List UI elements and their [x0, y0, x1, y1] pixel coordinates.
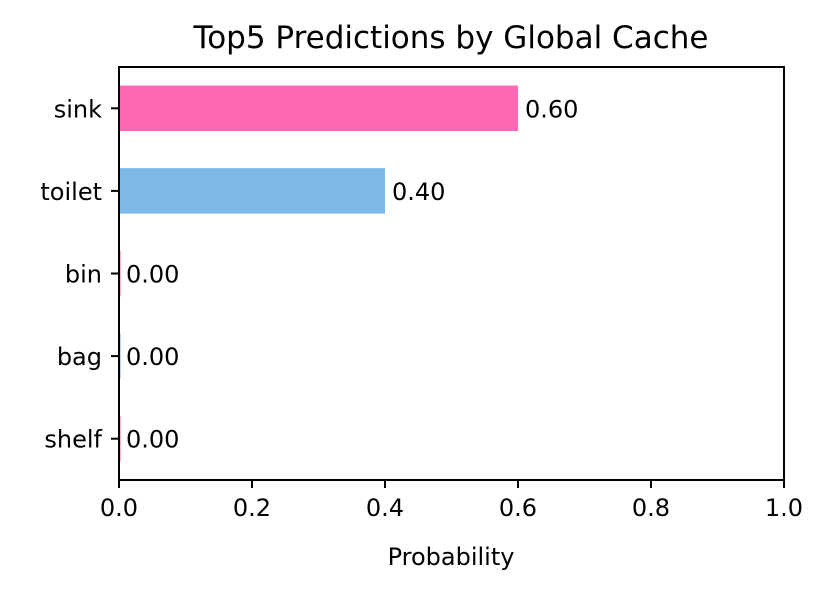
bars-layer [119, 85, 518, 462]
data-label-bin: 0.00 [126, 261, 179, 289]
y-tick-label-sink: sink [54, 95, 102, 123]
data-label-shelf: 0.00 [126, 426, 179, 454]
y-tick-label-bin: bin [65, 261, 102, 289]
bar-toilet [119, 168, 385, 214]
y-tick-label-bag: bag [57, 343, 102, 371]
x-axis: 0.0 0.2 0.4 0.6 0.8 1.0 [100, 480, 803, 522]
x-axis-label: Probability [388, 543, 515, 571]
y-tick-label-shelf: shelf [44, 426, 102, 454]
chart-title: Top5 Predictions by Global Cache [193, 20, 709, 56]
x-tick-label: 0.0 [100, 494, 138, 522]
data-labels-layer: 0.60 0.40 0.00 0.00 0.00 [126, 95, 578, 453]
y-tick-label-toilet: toilet [40, 178, 102, 206]
data-label-toilet: 0.40 [392, 178, 445, 206]
data-label-bag: 0.00 [126, 343, 179, 371]
x-tick-label: 0.4 [366, 494, 404, 522]
y-axis: sink toilet bin bag shelf [40, 95, 119, 454]
data-label-sink: 0.60 [525, 95, 578, 123]
x-tick-label: 0.6 [499, 494, 537, 522]
x-tick-label: 0.2 [233, 494, 271, 522]
x-tick-label: 0.8 [632, 494, 670, 522]
x-tick-label: 1.0 [765, 494, 803, 522]
bar-sink [119, 85, 518, 132]
